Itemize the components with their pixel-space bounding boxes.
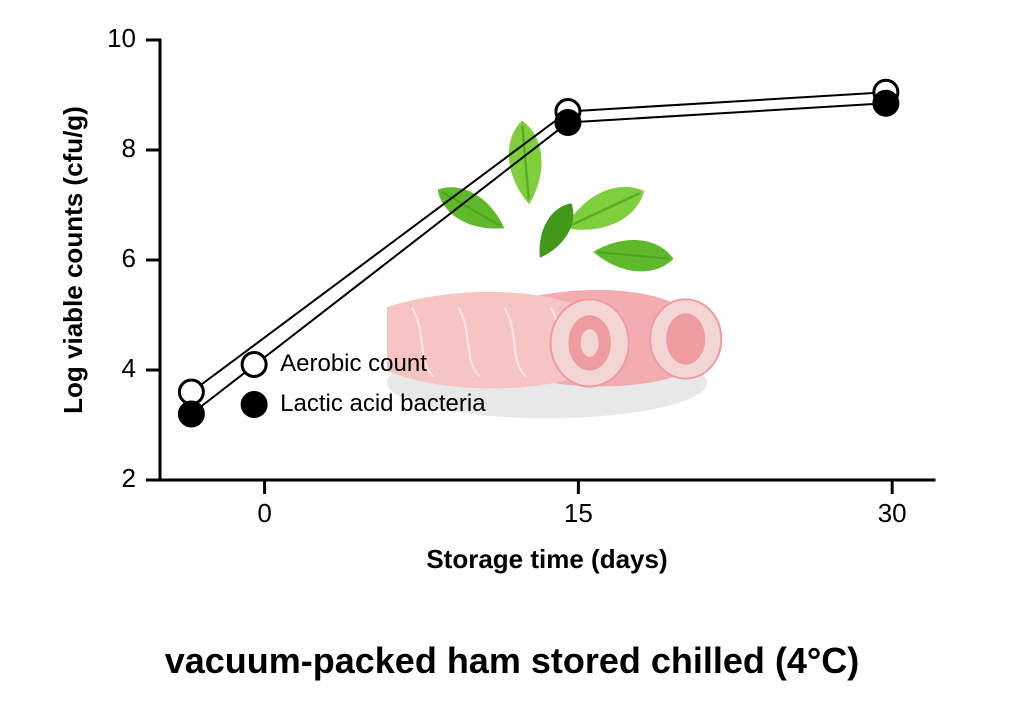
- x-tick-label: 0: [257, 498, 271, 528]
- legend-marker: [242, 353, 266, 377]
- y-axis-label: Log viable counts (cfu/g): [58, 106, 88, 414]
- data-point: [179, 380, 203, 404]
- data-point: [179, 402, 203, 426]
- data-point: [556, 111, 580, 135]
- legend-label: Aerobic count: [280, 350, 427, 377]
- data-point: [874, 91, 898, 115]
- y-tick-label: 2: [122, 463, 136, 493]
- x-axis-label: Storage time (days): [426, 544, 667, 574]
- x-tick-label: 30: [878, 498, 907, 528]
- y-tick-label: 6: [122, 243, 136, 273]
- chart-area: 2 4 6 8 10 0 15 30 Storage time (days) Log viable…: [50, 20, 974, 600]
- y-tick-label: 10: [107, 23, 136, 53]
- legend-label: Lactic acid bacteria: [280, 390, 486, 417]
- legend-marker: [242, 393, 266, 417]
- line-chart: 2 4 6 8 10 0 15 30 Storage time (days) Log viable…: [50, 20, 974, 600]
- x-tick-label: 15: [564, 498, 593, 528]
- page: 2 4 6 8 10 0 15 30 Storage time (days) Log viable…: [0, 0, 1024, 727]
- y-tick-label: 4: [122, 353, 136, 383]
- y-tick-label: 8: [122, 133, 136, 163]
- figure-caption: vacuum-packed ham stored chilled (4°C): [0, 640, 1024, 682]
